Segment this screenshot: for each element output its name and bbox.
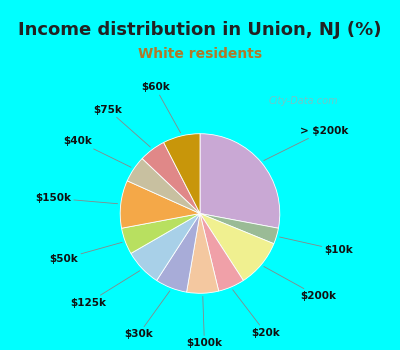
Text: $50k: $50k	[50, 242, 122, 264]
Wedge shape	[131, 214, 200, 280]
Text: $100k: $100k	[186, 296, 222, 348]
Wedge shape	[200, 214, 274, 280]
Text: $10k: $10k	[280, 237, 353, 255]
Text: $40k: $40k	[63, 136, 131, 167]
Text: Income distribution in Union, NJ (%): Income distribution in Union, NJ (%)	[18, 21, 382, 39]
Text: $75k: $75k	[94, 105, 150, 147]
Wedge shape	[200, 214, 243, 291]
Text: $200k: $200k	[264, 266, 336, 301]
Wedge shape	[122, 214, 200, 253]
Wedge shape	[142, 142, 200, 214]
Text: City-Data.com: City-Data.com	[269, 97, 338, 106]
Text: $30k: $30k	[124, 291, 170, 340]
Text: > $200k: > $200k	[264, 126, 348, 161]
Wedge shape	[186, 214, 219, 293]
Text: $125k: $125k	[70, 271, 140, 308]
Text: $150k: $150k	[35, 193, 118, 204]
Text: White residents: White residents	[138, 47, 262, 61]
Text: $60k: $60k	[141, 82, 180, 133]
Wedge shape	[157, 214, 200, 292]
Wedge shape	[200, 214, 278, 244]
Wedge shape	[200, 134, 280, 228]
Text: $20k: $20k	[233, 290, 280, 338]
Wedge shape	[127, 159, 200, 214]
Wedge shape	[120, 181, 200, 228]
Wedge shape	[164, 134, 200, 214]
